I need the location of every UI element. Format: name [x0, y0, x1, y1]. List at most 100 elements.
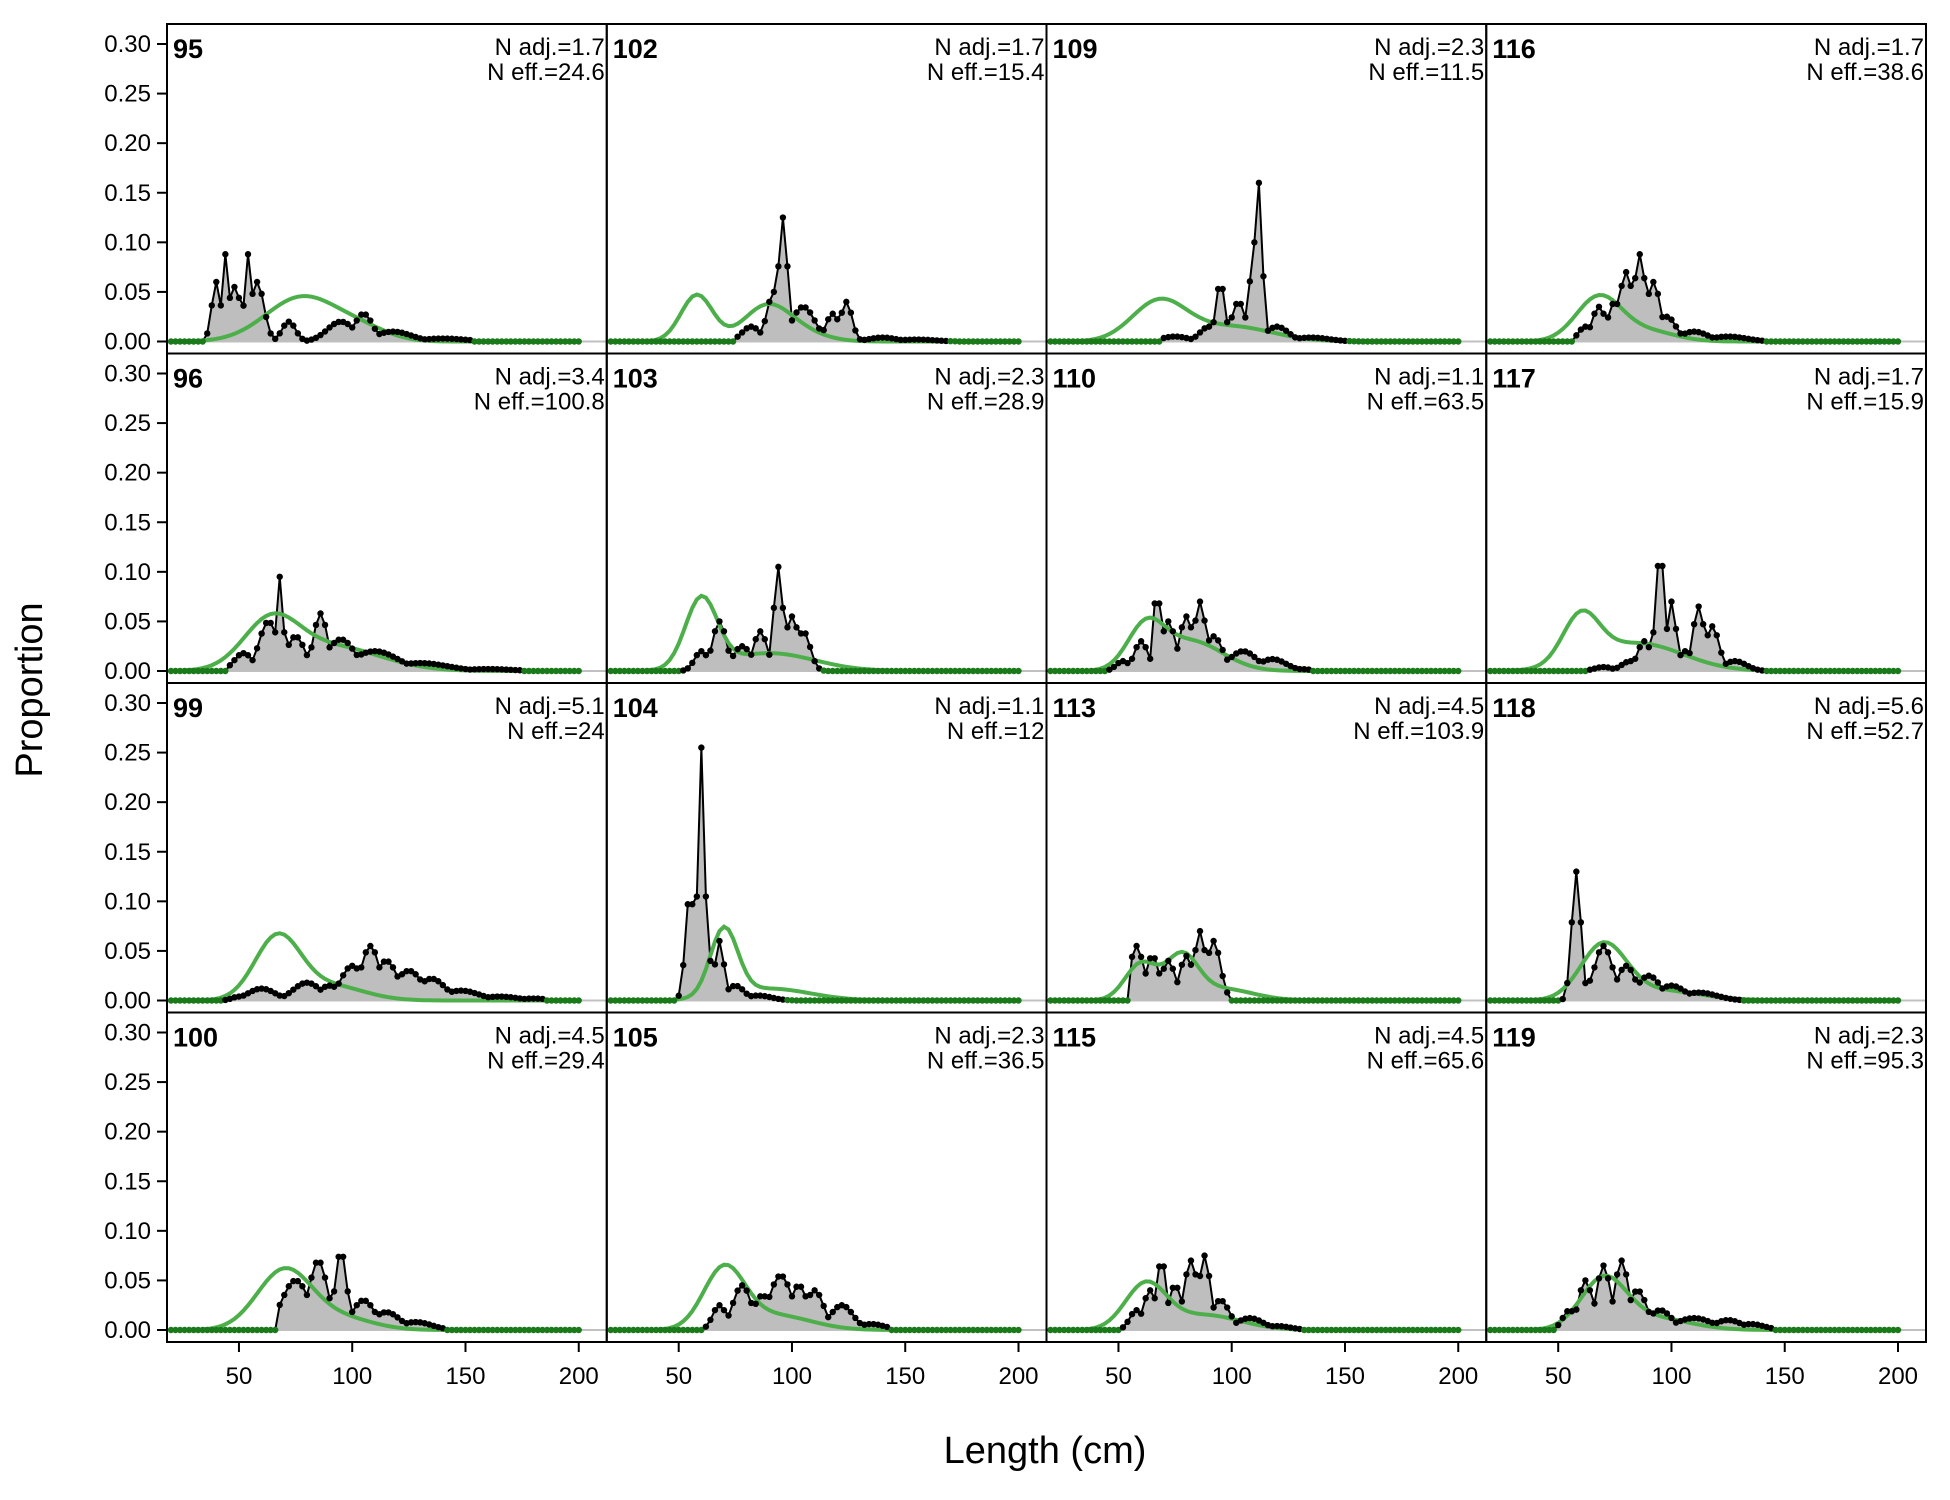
observed-point	[389, 328, 397, 335]
observed-point	[634, 667, 642, 675]
observed-point	[693, 1326, 701, 1334]
observed-point	[371, 949, 379, 956]
observed-point	[1065, 1326, 1072, 1334]
observed-point	[1242, 314, 1249, 321]
observed-point	[670, 1326, 678, 1334]
observed-point	[661, 667, 669, 675]
observed-point	[648, 667, 655, 675]
observed-area	[1050, 182, 1459, 342]
observed-point	[489, 993, 496, 1001]
observed-point	[1214, 1297, 1222, 1305]
observed-point	[1532, 338, 1539, 345]
observed-point	[543, 338, 551, 345]
observed-point	[947, 997, 954, 1004]
n-adj-label: N adj.=1.7	[1814, 34, 1924, 61]
observed-point	[680, 338, 687, 345]
observed-point	[208, 997, 215, 1004]
observed-point	[1541, 1326, 1548, 1334]
panel-label: 104	[613, 693, 658, 723]
observed-point	[294, 1277, 302, 1285]
observed-point	[1056, 1326, 1063, 1334]
observed-point	[761, 317, 768, 325]
n-eff-label: N eff.=29.4	[487, 1048, 605, 1075]
observed-point	[1604, 949, 1612, 956]
observed-point	[684, 338, 691, 345]
observed-point	[1536, 667, 1544, 675]
observed-point	[1690, 989, 1698, 997]
observed-point	[1872, 997, 1879, 1004]
observed-point	[521, 995, 528, 1003]
observed-point	[965, 338, 972, 345]
observed-point	[484, 665, 492, 673]
observed-point	[217, 667, 225, 675]
observed-point	[1418, 1326, 1426, 1334]
observed-point	[861, 997, 868, 1004]
observed-point	[1432, 997, 1439, 1004]
observed-point	[516, 1326, 524, 1334]
observed-point	[326, 1295, 333, 1302]
observed-point	[775, 563, 782, 571]
observed-point	[997, 997, 1004, 1004]
observed-point	[1146, 1287, 1154, 1294]
y-tick-label: 0.25	[104, 410, 151, 437]
observed-point	[1831, 1326, 1838, 1334]
observed-point	[575, 667, 582, 675]
observed-point	[172, 1326, 179, 1334]
observed-point	[652, 1326, 660, 1334]
observed-point	[1183, 952, 1190, 960]
observed-point	[1178, 1298, 1186, 1305]
observed-point	[1536, 997, 1544, 1004]
observed-point	[652, 997, 660, 1004]
n-adj-label: N adj.=1.7	[495, 34, 605, 61]
observed-point	[1051, 667, 1059, 675]
observed-point	[1097, 1326, 1104, 1334]
observed-point	[552, 1326, 560, 1334]
observed-point	[720, 628, 728, 635]
observed-point	[1772, 338, 1779, 345]
observed-point	[1423, 667, 1430, 675]
observed-point	[1577, 667, 1585, 675]
observed-point	[344, 1288, 351, 1295]
panel-103: 103 N adj.=2.3N eff.=28.9	[605, 352, 1048, 684]
observed-area	[171, 1256, 579, 1330]
observed-point	[1373, 997, 1380, 1004]
observed-point	[385, 958, 392, 965]
observed-point	[1514, 997, 1521, 1004]
observed-point	[997, 1326, 1004, 1334]
observed-point	[1074, 338, 1081, 345]
observed-point	[720, 961, 728, 968]
observed-point	[1115, 338, 1122, 345]
observed-point	[512, 1326, 519, 1334]
observed-point	[1441, 997, 1448, 1004]
observed-point	[965, 667, 972, 675]
expected-line	[610, 924, 1019, 1003]
observed-point	[1804, 338, 1811, 345]
observed-point	[1319, 997, 1326, 1004]
observed-point	[222, 1326, 229, 1334]
observed-point	[1006, 1326, 1013, 1334]
observed-point	[1487, 338, 1494, 345]
observed-point	[657, 338, 664, 345]
observed-point	[1777, 338, 1784, 345]
observed-point	[1065, 667, 1072, 675]
observed-point	[1269, 997, 1276, 1004]
observed-point	[1296, 997, 1303, 1004]
y-tick-label: 0.20	[104, 460, 151, 487]
observed-point	[1396, 1326, 1403, 1334]
observed-point	[951, 997, 959, 1004]
observed-point	[988, 997, 995, 1004]
observed-point	[1781, 1326, 1788, 1334]
observed-point	[1450, 997, 1457, 1004]
observed-point	[294, 330, 302, 337]
y-tick-label: 0.05	[104, 938, 151, 965]
observed-point	[507, 1326, 514, 1334]
observed-point	[1047, 1326, 1054, 1334]
observed-point	[775, 1273, 782, 1280]
observed-point	[1455, 1326, 1462, 1334]
observed-point	[1246, 997, 1254, 1004]
observed-point	[1767, 338, 1775, 345]
observed-point	[815, 1291, 823, 1299]
observed-point	[1242, 997, 1249, 1004]
observed-point	[625, 338, 633, 345]
observed-point	[1455, 667, 1462, 675]
